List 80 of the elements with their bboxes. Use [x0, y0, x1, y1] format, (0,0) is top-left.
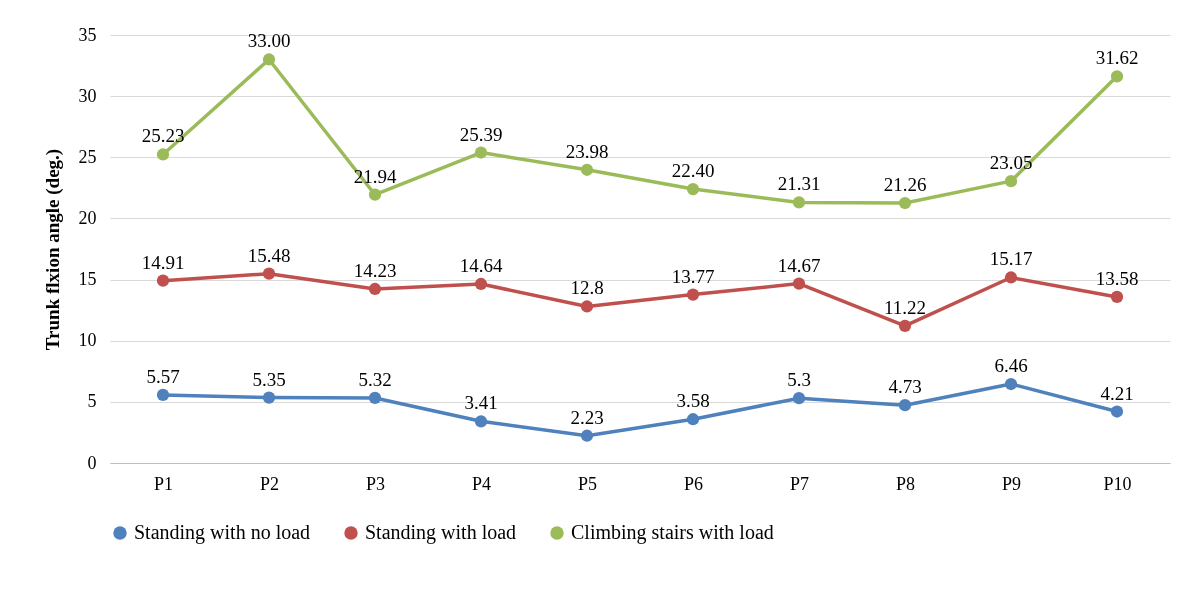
y-tick-label: 30: [78, 85, 97, 106]
point: [580, 300, 594, 313]
data-label: 22.40: [671, 160, 715, 182]
y-tick-label: 10: [78, 330, 97, 351]
point: [368, 391, 382, 405]
point: [580, 163, 594, 176]
point: [262, 267, 276, 280]
y-tick-label: 0: [87, 452, 97, 473]
point: [474, 277, 488, 291]
x-tick-label: P3: [365, 473, 386, 494]
point: [898, 399, 912, 412]
y-tick-label: 15: [78, 269, 97, 290]
data-label: 15.48: [247, 244, 291, 266]
point: [1004, 175, 1018, 188]
data-label: 4.73: [888, 376, 922, 398]
data-label: 14.67: [777, 254, 821, 276]
data-label: 4.21: [1100, 382, 1134, 404]
data-label: 23.98: [565, 140, 609, 162]
data-label: 21.26: [883, 174, 927, 196]
x-tick-label: P7: [789, 473, 810, 494]
x-tick-label: P10: [1103, 473, 1132, 494]
point: [1110, 290, 1124, 304]
point: [792, 196, 806, 209]
y-tick-label: 25: [78, 146, 97, 167]
data-label: 12.8: [570, 277, 604, 299]
data-label: 13.77: [671, 265, 715, 287]
x-tick-label: P4: [471, 473, 492, 494]
data-label: 33.00: [247, 30, 291, 52]
data-label: 5.35: [252, 368, 286, 390]
point: [792, 392, 806, 405]
data-label: 21.31: [777, 173, 821, 195]
point: [474, 415, 488, 428]
point: [156, 274, 170, 287]
point: [156, 148, 170, 161]
x-tick-label: P1: [153, 473, 174, 494]
point: [1004, 271, 1018, 284]
y-tick-label: 20: [78, 207, 97, 228]
point: [368, 282, 382, 296]
legend-label: Standing with load: [365, 521, 517, 544]
data-label: 5.57: [146, 365, 180, 387]
y-axis-title: Trunk flxion angle (deg.): [41, 148, 64, 351]
data-label: 6.46: [994, 355, 1028, 376]
data-label: 25.39: [459, 123, 503, 145]
point: [156, 388, 170, 401]
legend-label: Standing with no load: [134, 521, 311, 544]
point: [1110, 70, 1124, 83]
data-label: 14.91: [141, 251, 185, 273]
legend-label: Climbing stairs with load: [571, 521, 774, 544]
data-label: 3.58: [676, 390, 710, 412]
point: [792, 277, 806, 290]
point: [898, 319, 912, 332]
data-label: 25.23: [141, 125, 185, 147]
data-label: 3.41: [464, 392, 498, 414]
point: [368, 188, 382, 201]
point: [262, 391, 276, 404]
x-tick-label: P6: [683, 473, 704, 494]
data-label: 14.64: [459, 254, 503, 276]
data-label: 14.23: [353, 259, 397, 281]
point: [1004, 377, 1018, 391]
x-tick-label: P2: [259, 473, 280, 494]
x-tick-label: P5: [577, 473, 598, 494]
point: [1110, 405, 1124, 418]
point: [686, 288, 700, 301]
point: [474, 146, 488, 159]
point: [686, 413, 700, 426]
point: [580, 429, 594, 442]
x-tick-label: P9: [1001, 473, 1022, 494]
data-label: 15.17: [989, 248, 1033, 270]
y-tick-label: 5: [87, 391, 97, 412]
point: [686, 182, 700, 196]
data-label: 13.58: [1095, 267, 1139, 289]
data-label: 2.23: [570, 406, 604, 428]
data-label: 5.32: [358, 368, 392, 390]
data-label: 5.3: [787, 369, 811, 391]
data-label: 11.22: [883, 296, 927, 318]
point: [262, 53, 276, 66]
data-label: 31.62: [1095, 47, 1139, 69]
x-tick-label: P8: [895, 473, 916, 494]
point: [898, 196, 912, 210]
y-tick-label: 35: [78, 24, 97, 45]
